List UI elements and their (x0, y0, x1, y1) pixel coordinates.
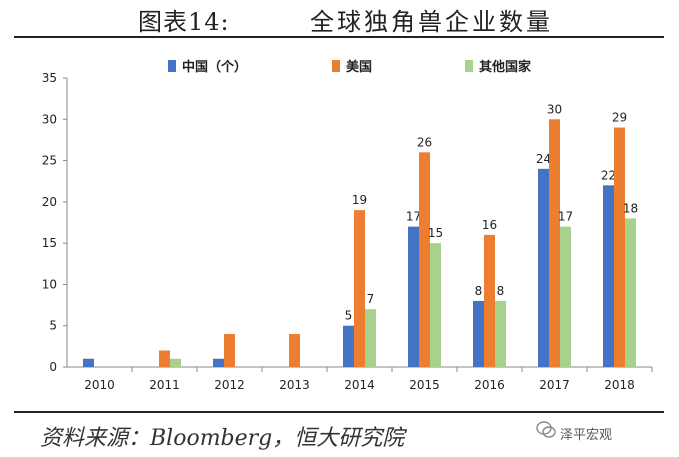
bar-usa (159, 350, 170, 367)
x-tick-label: 2013 (279, 378, 310, 392)
bar-other (625, 218, 636, 367)
bar-other (430, 243, 441, 367)
data-label: 17 (558, 210, 573, 224)
legend-label: 美国 (346, 59, 372, 75)
bar-china (473, 300, 484, 367)
title-row: 图表14: 全球独角兽企业数量 (10, 2, 670, 36)
y-tick-label: 5 (49, 319, 57, 333)
data-label: 29 (612, 111, 627, 125)
data-label: 19 (352, 193, 367, 207)
bottom-rule (14, 411, 664, 413)
x-tick-label: 2010 (84, 378, 115, 392)
bar-usa (549, 119, 560, 368)
y-tick-label: 10 (42, 277, 57, 291)
x-tick-label: 2011 (149, 378, 180, 392)
bar-other (495, 300, 506, 367)
legend-swatch (465, 60, 473, 72)
x-tick-label: 2012 (214, 378, 245, 392)
legend-swatch (332, 60, 340, 72)
data-label: 26 (417, 135, 432, 149)
watermark-text: 泽平宏观 (560, 428, 613, 443)
bar-other (365, 309, 376, 367)
bar-usa (224, 333, 235, 367)
figure-label: 图表14: (138, 8, 230, 36)
bar-usa (419, 152, 430, 367)
data-label: 24 (536, 152, 551, 166)
bar-china (603, 185, 614, 367)
bar-usa (484, 234, 495, 367)
bar-usa (614, 127, 625, 368)
x-tick-label: 2018 (604, 378, 635, 392)
legend-swatch (168, 60, 176, 72)
bar-other (560, 226, 571, 367)
bar-china (343, 325, 354, 367)
bar-usa (354, 210, 365, 367)
x-tick-label: 2016 (474, 378, 505, 392)
bar-china (408, 226, 419, 367)
bar-china (213, 358, 224, 367)
data-label: 18 (623, 201, 638, 215)
data-label: 7 (367, 292, 375, 306)
top-rule (14, 36, 664, 38)
x-tick-label: 2015 (409, 378, 440, 392)
legend-label: 中国（个） (182, 59, 247, 75)
bar-chart: 0 5 10 15 20 25 30 35 2010 2011 2012 2013 2014 5 19 7 20… (42, 59, 653, 392)
data-label: 16 (482, 218, 497, 232)
y-tick-label: 15 (42, 236, 57, 250)
y-tick-label: 30 (42, 112, 57, 126)
wechat-icon (536, 421, 556, 438)
data-label: 5 (345, 309, 353, 323)
source-note: 资料来源：Bloomberg，恒大研究院 (40, 426, 405, 451)
y-tick-label: 20 (42, 195, 57, 209)
legend-label: 其他国家 (479, 59, 532, 75)
y-tick-label: 0 (49, 360, 57, 374)
y-tick-label: 35 (42, 71, 57, 85)
y-tick-label: 25 (42, 154, 57, 168)
x-tick-label: 2017 (539, 378, 570, 392)
bar-other (170, 358, 181, 367)
bar-china (83, 358, 94, 367)
data-label: 30 (547, 102, 562, 116)
data-label: 17 (406, 210, 421, 224)
data-label: 15 (428, 226, 443, 240)
data-label: 8 (475, 284, 483, 298)
x-tick-label: 2014 (344, 378, 375, 392)
bar-usa (289, 333, 300, 367)
data-label: 8 (497, 284, 505, 298)
data-label: 22 (601, 168, 616, 182)
chart-title: 全球独角兽企业数量 (310, 8, 553, 36)
bar-china (538, 168, 549, 367)
